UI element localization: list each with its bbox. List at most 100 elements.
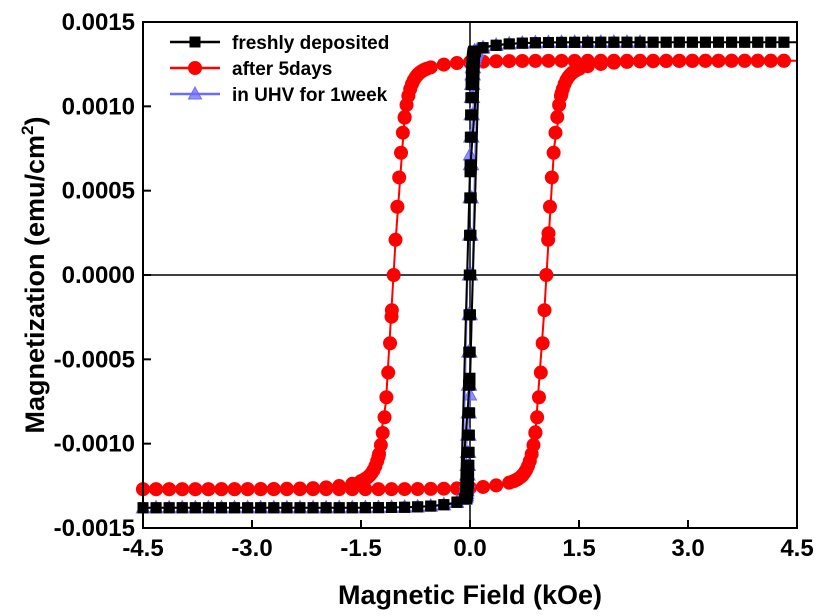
y-tick-label: 0.0015 [62,9,135,36]
data-point [569,36,581,48]
data-point [646,53,661,68]
data-point [449,56,464,71]
data-point [294,502,306,514]
data-point [227,482,242,497]
data-point [672,53,687,68]
data-point [163,502,175,514]
data-point [202,502,214,514]
data-point [515,53,530,68]
data-point [464,159,476,171]
y-tick-label: -0.0005 [54,346,135,373]
x-tick-label: -4.5 [122,535,163,562]
series-freshly-deposited [137,36,797,514]
data-point [381,365,396,380]
x-tick-label: 4.5 [780,535,813,562]
data-point [778,36,790,48]
data-point [423,60,438,75]
data-point [395,125,410,140]
data-point [462,387,478,401]
data-point [634,36,646,48]
data-point [582,36,594,48]
data-point [776,53,791,68]
data-point [333,502,345,514]
data-point [464,131,476,143]
data-point [659,53,674,68]
data-point [306,481,321,496]
data-point [384,482,399,497]
data-point [150,502,162,514]
data-point [383,336,398,351]
series-markers [137,36,790,514]
data-point [529,37,541,49]
x-tick-label: -3.0 [231,535,272,562]
data-point [752,36,764,48]
data-point [502,54,517,69]
data-point [593,53,608,68]
data-point [699,36,711,48]
data-point [397,482,412,497]
data-point [215,502,227,514]
data-point [176,502,188,514]
x-tick-label: 3.0 [671,535,704,562]
data-point [535,336,550,351]
data-point [242,502,254,514]
data-point [546,145,561,160]
data-point [375,425,390,440]
data-point [619,53,634,68]
data-point [410,482,425,497]
data-point [320,502,332,514]
data-point [461,459,473,471]
data-point [386,501,398,513]
legend-marker [189,36,201,48]
data-point [556,36,568,48]
data-point [765,36,777,48]
y-tick-label: -0.0010 [54,431,135,458]
data-point [436,481,451,496]
data-point [542,199,557,214]
data-point [462,429,474,441]
legend: freshly deposited after 5days in UHV for 1… [170,33,389,106]
data-point [465,79,477,91]
data-point [516,37,528,49]
legend-item: freshly deposited [170,33,389,54]
data-point [373,438,388,453]
legend-marker [187,85,203,100]
data-point [319,480,334,495]
data-point [281,502,293,514]
data-point [371,482,386,497]
data-point [214,482,229,497]
y-axis-title-superscript: 2 [18,126,37,135]
data-point [201,482,216,497]
x-tick-label: 0.0 [453,535,486,562]
data-point [175,482,190,497]
data-point [554,53,569,68]
y-tick-label: 0.0005 [62,178,135,205]
data-point [737,53,752,68]
data-point [621,36,633,48]
data-point [660,36,672,48]
data-point [463,269,475,281]
data-point [372,502,384,514]
data-point [489,478,504,493]
data-point [528,53,543,68]
data-point [377,410,392,425]
y-axis-title-main: Magnetization (emu/cm [20,135,50,434]
data-point [292,481,307,496]
data-point [541,53,556,68]
data-point [763,53,778,68]
data-point [539,268,554,282]
legend-label: freshly deposited [232,33,389,54]
data-point [526,438,541,453]
data-point [542,37,554,49]
data-point [266,481,281,496]
legend-marker [188,61,202,75]
x-axis-title: Magnetic Field (kOe) [338,580,602,610]
data-point [188,482,203,497]
data-point [423,481,438,496]
data-point [462,379,474,391]
data-point [386,268,401,282]
data-point [162,482,177,497]
data-point [392,170,407,185]
data-point [359,502,371,514]
